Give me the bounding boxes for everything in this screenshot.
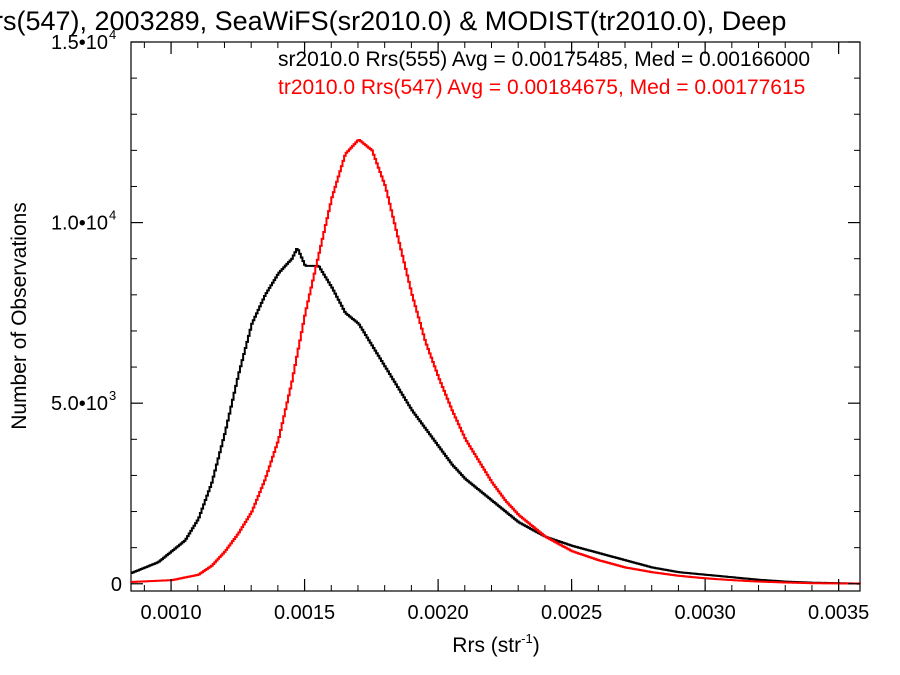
x-tick-label-3: 0.0025 (541, 602, 602, 624)
x-axis-title-main: Rrs (str (452, 634, 521, 657)
x-axis-ticks: 0.0010 0.0015 0.0020 0.0025 0.0030 0.0035 (140, 42, 869, 624)
annotation-tr2010-stats: tr2010.0 Rrs(547) Avg = 0.00184675, Med … (278, 76, 805, 99)
x-tick-label-2: 0.0020 (408, 602, 469, 624)
x-tick-label-0: 0.0010 (140, 602, 201, 624)
x-tick-label-4: 0.0030 (675, 602, 736, 624)
x-axis-title-superscript: -1 (521, 631, 533, 646)
x-axis-title: Rrs (str-1) (452, 631, 539, 657)
y-tick-label-3: 1.5•10 (51, 32, 108, 54)
y-tick-exponent-1: 3 (109, 388, 116, 403)
x-tick-label-1: 0.0015 (274, 602, 335, 624)
series-layer (131, 138, 861, 585)
y-tick-exponent-3: 4 (109, 27, 116, 42)
y-axis-title: Number of Observations (8, 202, 31, 430)
y-tick-label-1: 5.0•10 (51, 393, 108, 415)
chart-title: rs(547), 2003289, SeaWiFS(sr2010.0) & MO… (0, 6, 786, 36)
x-tick-label-5: 0.0035 (808, 602, 869, 624)
annotation-sr2010-stats: sr2010.0 Rrs(555) Avg = 0.00175485, Med … (278, 48, 810, 71)
series-line-sr2010 (131, 247, 861, 585)
y-tick-label-2: 1.0•10 (51, 213, 108, 235)
series-line-tr2010 (131, 138, 861, 585)
plot-frame (130, 41, 861, 592)
x-axis-title-close: ) (533, 634, 540, 657)
y-axis-ticks: 05.0•10 31.0•10 41.5•10 4 (51, 27, 860, 596)
y-tick-exponent-2: 4 (109, 208, 116, 223)
y-tick-label-0: 0 (111, 574, 122, 596)
